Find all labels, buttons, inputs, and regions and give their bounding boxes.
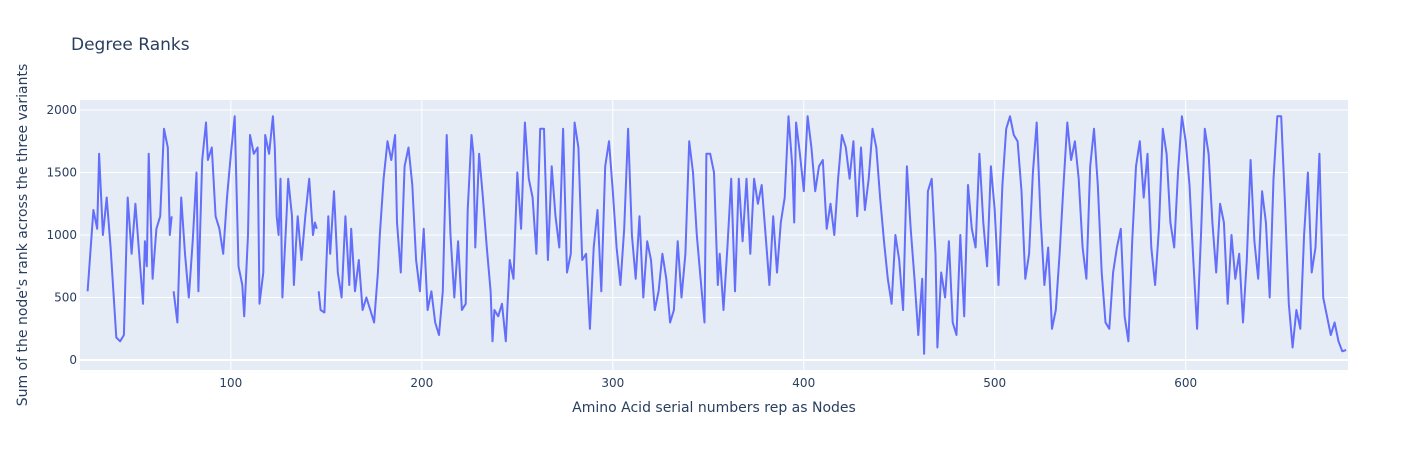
- x-tick-labels: 100 200 300 400 500 600: [219, 376, 1197, 390]
- y-axis-title: Sum of the node's rank across the three …: [15, 64, 31, 407]
- x-tick-label: 600: [1174, 376, 1197, 390]
- series-layer: [86, 115, 1347, 355]
- chart-title: Degree Ranks: [71, 35, 190, 55]
- series-line: [172, 115, 318, 324]
- y-tick-label: 500: [54, 291, 77, 305]
- y-tick-label: 1500: [46, 166, 77, 180]
- y-tick-label: 2000: [46, 103, 77, 117]
- y-tick-labels: 0 500 1000 1500 2000: [46, 103, 77, 367]
- x-tick-label: 200: [410, 376, 433, 390]
- y-tick-label: 0: [69, 353, 77, 367]
- x-tick-label: 300: [601, 376, 624, 390]
- x-tick-label: 400: [792, 376, 815, 390]
- series-line: [317, 115, 1347, 355]
- x-tick-label: 500: [983, 376, 1006, 390]
- x-tick-label: 100: [219, 376, 242, 390]
- y-tick-label: 1000: [46, 228, 77, 242]
- series-line: [86, 127, 173, 343]
- x-axis-title: Amino Acid serial numbers rep as Nodes: [572, 400, 856, 416]
